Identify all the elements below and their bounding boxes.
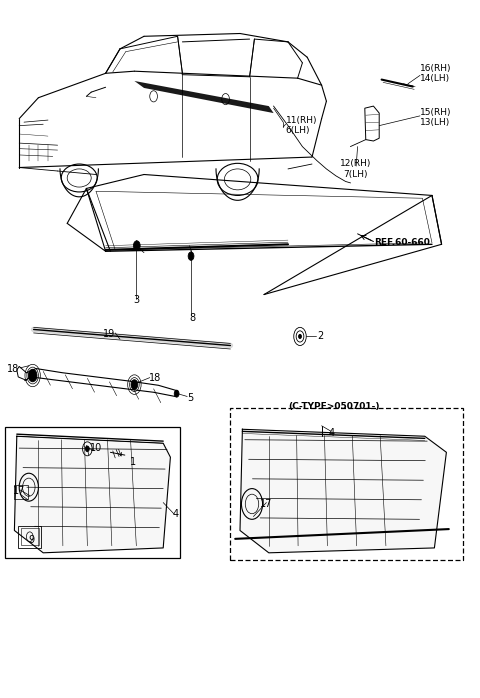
Text: 19: 19 <box>103 329 115 339</box>
Text: (C-TYPE>050701-): (C-TYPE>050701-) <box>288 402 379 410</box>
Polygon shape <box>240 429 446 553</box>
Text: 12(RH)
7(LH): 12(RH) 7(LH) <box>339 159 371 179</box>
Text: 8: 8 <box>189 313 195 322</box>
Text: 16(RH)
14(LH): 16(RH) 14(LH) <box>420 64 452 83</box>
Bar <box>18 526 41 548</box>
Text: 10: 10 <box>90 443 102 453</box>
Text: 5: 5 <box>187 393 193 403</box>
Text: 11(RH)
6(LH): 11(RH) 6(LH) <box>286 116 317 135</box>
Text: 2: 2 <box>317 332 323 341</box>
Circle shape <box>299 334 301 339</box>
Text: 15(RH)
13(LH): 15(RH) 13(LH) <box>420 107 452 127</box>
Circle shape <box>133 241 140 251</box>
Text: 4: 4 <box>173 509 179 519</box>
Text: REF.60-660: REF.60-660 <box>374 239 430 247</box>
Text: 17: 17 <box>260 499 273 509</box>
Bar <box>14 485 28 499</box>
Text: 4: 4 <box>328 428 334 438</box>
Text: 18: 18 <box>7 364 19 373</box>
Text: 18: 18 <box>149 373 161 383</box>
Bar <box>21 528 39 545</box>
Circle shape <box>131 380 138 389</box>
Text: 1: 1 <box>130 457 136 467</box>
Circle shape <box>28 369 37 382</box>
Text: 3: 3 <box>134 295 140 305</box>
Text: 17: 17 <box>13 487 25 496</box>
Bar <box>5 427 180 558</box>
Circle shape <box>85 446 89 452</box>
Polygon shape <box>134 81 274 113</box>
Bar <box>230 408 463 560</box>
Circle shape <box>174 390 179 397</box>
Circle shape <box>188 252 194 260</box>
Text: 9: 9 <box>28 535 34 545</box>
Polygon shape <box>14 436 170 553</box>
